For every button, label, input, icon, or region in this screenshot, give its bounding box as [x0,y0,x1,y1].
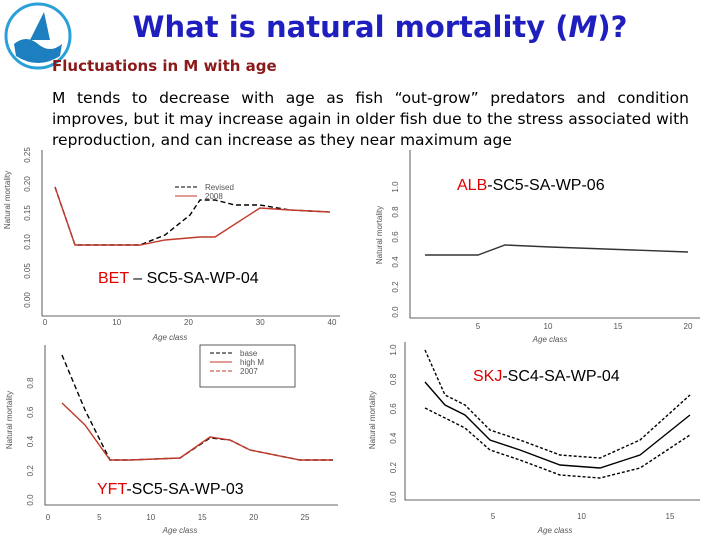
x-tick-label: 5 [491,512,496,521]
panel-label: SKJ-SC4-SA-WP-04 [473,368,620,385]
x-tick-label: 15 [614,322,623,331]
source-ref: – SC5-SA-WP-04 [129,270,259,287]
source-code: ALB [457,177,487,194]
title-part: What is natural mortality ( [132,10,569,44]
x-tick-label: 5 [97,513,102,522]
source-code: SKJ [473,368,502,385]
panel-frames [41,150,700,506]
legend-entry: high M [240,358,264,367]
x-tick-label: 0 [43,318,48,327]
y-tick-label: 0.6 [389,403,398,415]
y-tick-label: 0.6 [391,231,400,243]
x-tick-label: 0 [46,513,51,522]
x-axis-label: Age class [152,333,188,342]
y-axis-label: Natural mortality [5,391,14,449]
slide-title: What is natural mortality (M)? [100,10,660,44]
subtitle: Fluctuations in M with age [52,57,277,75]
source-code: YFT [97,481,127,498]
y-tick-label: 0.15 [23,205,32,221]
logo [4,2,72,70]
source-code: BET [98,270,129,287]
y-tick-label: 1.0 [389,344,398,356]
x-tick-label: 40 [328,318,337,327]
x-tick-label: 15 [666,512,675,521]
x-axis-label: Age class [532,335,568,344]
y-tick-label: 0.05 [23,263,32,279]
y-tick-label: 0.2 [391,281,400,293]
panel-label: BET – SC5-SA-WP-04 [98,270,259,287]
y-tick-label: 0.8 [391,206,400,218]
x-tick-label: 20 [249,513,258,522]
x-axis-label: Age class [537,526,573,535]
x-tick-label: 5 [476,322,481,331]
y-axis-label: Natural mortality [3,171,12,229]
source-ref: -SC4-SA-WP-04 [502,368,619,385]
y-tick-label: 0.20 [23,176,32,192]
x-tick-label: 25 [301,513,310,522]
y-tick-label: 0.4 [26,435,35,447]
x-tick-label: 10 [146,513,155,522]
x-tick-label: 10 [112,318,121,327]
legend-entry: Revised [205,183,234,192]
y-tick-label: 0.0 [389,491,398,503]
curves [54,186,691,479]
y-tick-label: 0.0 [26,494,35,506]
y-tick-label: 0.10 [23,234,32,250]
x-tick-label: 10 [577,512,586,521]
y-tick-label: 0.00 [23,292,32,308]
y-tick-label: 0.6 [26,406,35,418]
source-ref: -SC5-SA-WP-06 [487,177,604,194]
x-tick-label: 30 [256,318,265,327]
body-text: M tends to decrease with age as fish “ou… [52,89,689,149]
title-part: M [568,10,598,44]
y-tick-label: 0.0 [391,306,400,318]
legend-entry: 2008 [205,192,223,201]
x-axis-label: Age class [162,526,198,535]
x-tick-label: 10 [544,322,553,331]
y-tick-label: 0.2 [389,461,398,473]
y-tick-label: 0.4 [391,256,400,268]
x-tick-label: 20 [684,322,693,331]
legend-entry: base [240,349,258,358]
y-tick-label: 1.0 [391,181,400,193]
y-tick-label: 0.2 [26,465,35,477]
x-tick-label: 20 [184,318,193,327]
legend-entry: 2007 [240,367,258,376]
y-tick-label: 0.8 [26,377,35,389]
y-tick-label: 0.8 [389,373,398,385]
y-axis-label: Natural mortality [368,391,377,449]
y-tick-label: 0.25 [23,147,32,163]
legend-box [199,344,296,388]
title-part: )? [597,10,628,44]
y-axis-label: Natural mortality [375,206,384,264]
y-tick-label: 0.4 [389,432,398,444]
x-tick-label: 15 [198,513,207,522]
source-ref: -SC5-SA-WP-03 [126,481,243,498]
panel-label: YFT-SC5-SA-WP-03 [97,481,244,498]
panel-label: ALB-SC5-SA-WP-06 [457,177,605,194]
